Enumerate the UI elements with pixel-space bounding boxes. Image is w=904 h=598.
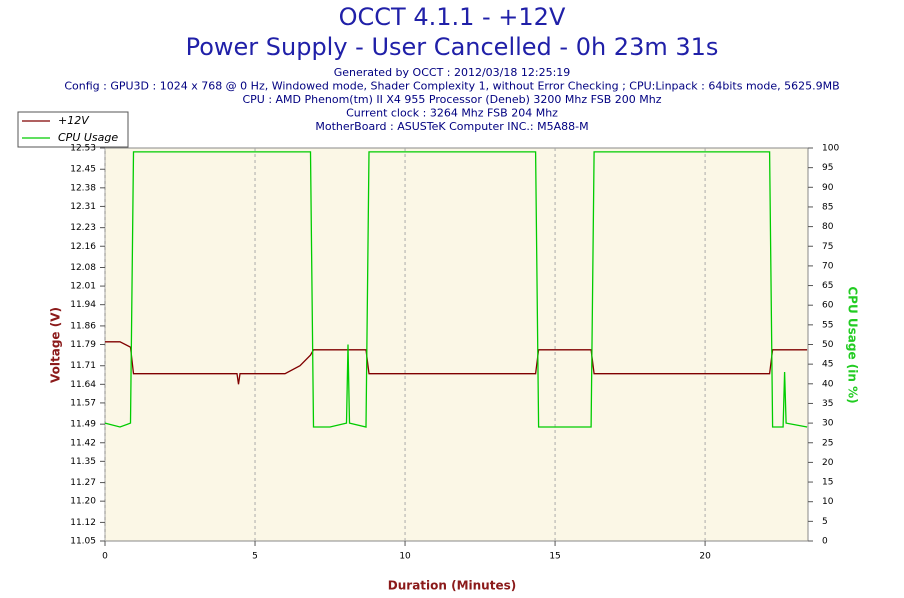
legend bbox=[17, 111, 129, 148]
y-tick-label: 11.49 bbox=[70, 420, 96, 430]
y2-tick-label: 0 bbox=[822, 537, 828, 547]
x-tick-label: 0 bbox=[102, 552, 108, 562]
y2-tick-label: 45 bbox=[822, 360, 833, 370]
y2-tick-label: 95 bbox=[822, 163, 833, 173]
x-tick-label: 5 bbox=[252, 552, 258, 562]
y2-tick-label: 85 bbox=[822, 202, 833, 212]
y2-tick-label: 65 bbox=[822, 281, 833, 291]
y2-tick-label: 90 bbox=[822, 183, 834, 193]
y-tick-label: 12.45 bbox=[70, 165, 96, 175]
y-tick-label: 11.27 bbox=[70, 478, 96, 488]
info-line: MotherBoard : ASUSTeK Computer INC.: M5A… bbox=[315, 120, 588, 133]
y-tick-label: 11.79 bbox=[70, 340, 96, 350]
y-tick-label: 11.71 bbox=[70, 361, 96, 371]
legend-label: +12V bbox=[58, 114, 90, 127]
y2-axis-label: CPU Usage (in %) bbox=[846, 286, 860, 403]
y-tick-label: 12.23 bbox=[70, 223, 96, 233]
y2-tick-label: 15 bbox=[822, 478, 833, 488]
y2-tick-label: 70 bbox=[822, 261, 834, 271]
x-tick-label: 15 bbox=[549, 552, 560, 562]
y-tick-label: 11.35 bbox=[70, 457, 96, 467]
y2-tick-label: 60 bbox=[822, 301, 834, 311]
y-tick-label: 11.42 bbox=[70, 438, 96, 448]
y2-tick-label: 100 bbox=[822, 144, 839, 154]
y-tick-label: 11.94 bbox=[70, 300, 96, 310]
y-tick-label: 12.16 bbox=[70, 242, 96, 252]
plot-area bbox=[104, 147, 809, 542]
y-tick-label: 12.53 bbox=[70, 144, 96, 154]
y2-tick-label: 30 bbox=[822, 419, 834, 429]
x-tick-label: 20 bbox=[699, 552, 711, 562]
y2-tick-label: 35 bbox=[822, 399, 833, 409]
y-tick-label: 12.31 bbox=[70, 202, 96, 212]
y-tick-label: 11.57 bbox=[70, 398, 96, 408]
y2-tick-label: 40 bbox=[822, 379, 834, 389]
y-tick-label: 12.01 bbox=[70, 282, 96, 292]
y2-tick-label: 50 bbox=[822, 340, 834, 350]
series-line bbox=[104, 151, 808, 428]
y-axis-label: Voltage (V) bbox=[49, 307, 63, 383]
y-tick-label: 12.08 bbox=[70, 263, 96, 273]
y-tick-label: 11.05 bbox=[70, 537, 96, 547]
info-line: CPU : AMD Phenom(tm) II X4 955 Processor… bbox=[242, 93, 661, 106]
y2-tick-label: 5 bbox=[822, 517, 828, 527]
legend-label: CPU Usage bbox=[58, 131, 118, 144]
info-line: Config : GPU3D : 1024 x 768 @ 0 Hz, Wind… bbox=[64, 80, 839, 93]
info-line: Generated by OCCT : 2012/03/18 12:25:19 bbox=[334, 66, 571, 79]
chart-subtitle: Power Supply - User Cancelled - 0h 23m 3… bbox=[186, 33, 719, 61]
y-tick-label: 11.12 bbox=[70, 518, 96, 528]
y2-tick-label: 10 bbox=[822, 497, 834, 507]
x-axis-label: Duration (Minutes) bbox=[388, 579, 516, 593]
chart-title: OCCT 4.1.1 - +12V bbox=[339, 3, 566, 31]
x-tick-label: 10 bbox=[399, 552, 411, 562]
y2-tick-label: 25 bbox=[822, 438, 833, 448]
y-tick-label: 12.38 bbox=[70, 183, 96, 193]
y-tick-label: 11.86 bbox=[70, 321, 96, 331]
y2-tick-label: 20 bbox=[822, 458, 834, 468]
y-tick-label: 11.64 bbox=[70, 380, 96, 390]
y2-tick-label: 80 bbox=[822, 222, 834, 232]
y-tick-label: 11.20 bbox=[70, 497, 96, 507]
info-line: Current clock : 3264 Mhz FSB 204 Mhz bbox=[346, 107, 558, 120]
y2-tick-label: 75 bbox=[822, 242, 833, 252]
y2-tick-label: 55 bbox=[822, 320, 833, 330]
